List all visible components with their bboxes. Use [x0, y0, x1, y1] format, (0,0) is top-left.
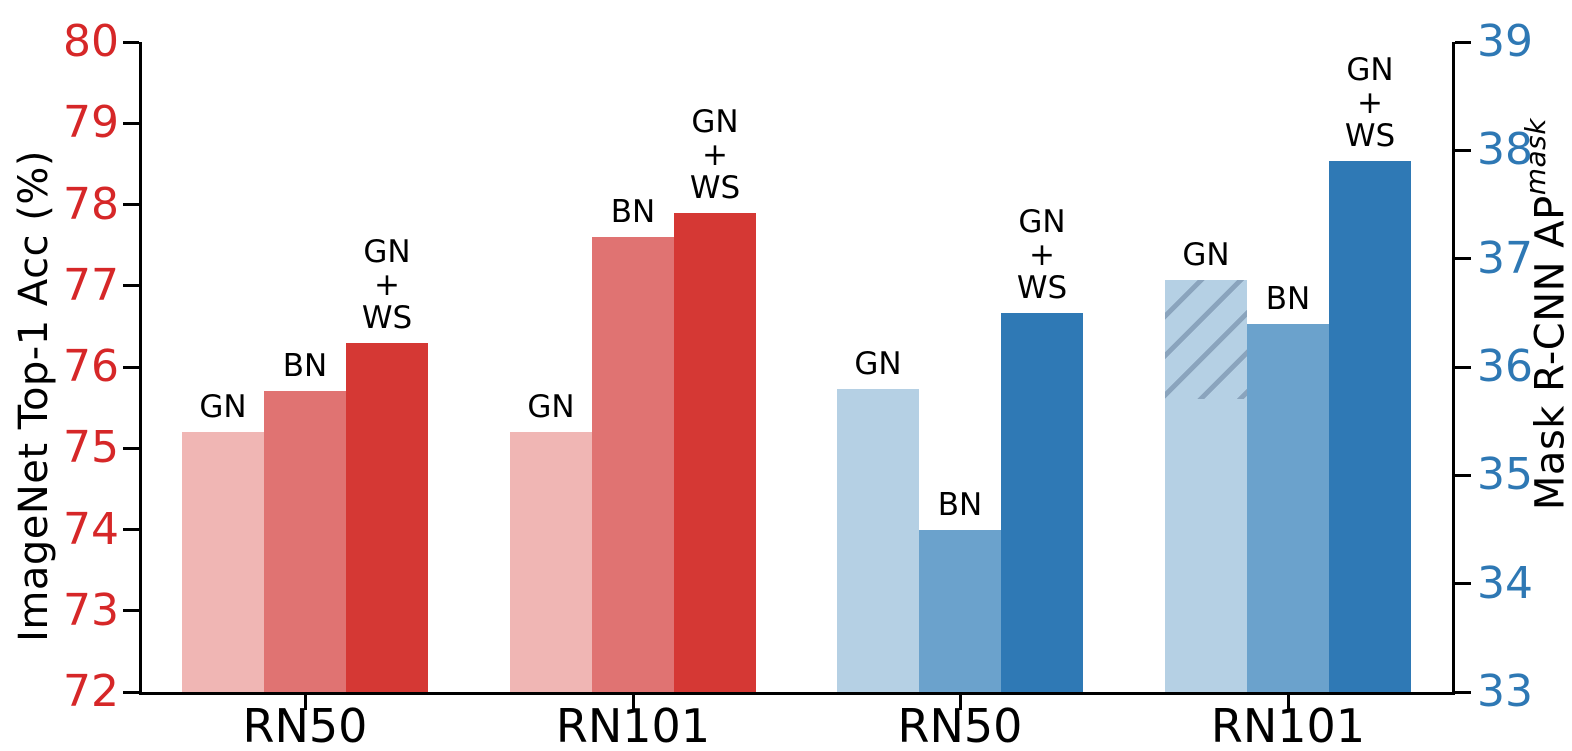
right-axis-tick — [1455, 690, 1471, 694]
hatched-region — [1165, 280, 1247, 400]
right-axis-tick — [1455, 40, 1471, 44]
right-axis-tick — [1455, 257, 1471, 261]
left-axis-tick-label: 73 — [63, 584, 119, 636]
right-axis-tick-label: 36 — [1477, 341, 1533, 392]
right-axis-tick — [1455, 582, 1471, 586]
left-axis-tick-label: 80 — [63, 16, 119, 67]
left-axis-tick-label: 74 — [63, 503, 119, 555]
left-axis-tick — [123, 609, 139, 613]
bar-value-label: GN — [854, 345, 902, 382]
bar-value-label: GN + WS — [1016, 203, 1068, 306]
bar-value-label: GN — [1182, 237, 1230, 274]
left-axis-tick — [123, 284, 139, 288]
right-axis-tick — [1455, 473, 1471, 477]
left-axis-tick — [123, 203, 139, 206]
bar-value-label: GN + WS — [1344, 52, 1396, 155]
bar-RN101-BN — [1247, 323, 1329, 692]
x-axis-tick — [303, 695, 307, 710]
bar-RN101-GN — [1165, 280, 1247, 692]
right-axis-tick — [1455, 148, 1471, 152]
x-axis-category-label: RN50 — [242, 699, 368, 751]
left-axis-tick — [123, 121, 139, 125]
x-axis-tick — [958, 695, 962, 710]
right-axis-tick — [1455, 365, 1471, 369]
bar-RN101-GN+WS — [674, 212, 756, 692]
bar-RN50-GN+WS — [346, 342, 428, 692]
x-axis-tick — [631, 695, 635, 710]
left-axis-tick — [123, 365, 139, 369]
plot-area — [139, 42, 1455, 695]
left-axis-tick — [123, 40, 139, 44]
bar-RN50-BN — [919, 529, 1001, 692]
bar-value-label: GN + WS — [361, 233, 413, 336]
bar-RN50-BN — [264, 391, 346, 692]
left-axis-tick-label: 79 — [63, 97, 119, 149]
bar-RN101-GN+WS — [1329, 161, 1411, 692]
right-axis-tick-label: 35 — [1477, 449, 1533, 501]
left-axis-tick-label: 77 — [63, 259, 119, 311]
bar-RN101-GN — [510, 432, 592, 692]
left-axis-tick-label: 76 — [63, 341, 119, 392]
right-axis-tick-label: 33 — [1477, 666, 1533, 717]
bar-value-label: BN — [282, 348, 328, 385]
bar-RN50-GN+WS — [1001, 312, 1083, 692]
x-axis-tick — [1286, 695, 1290, 710]
right-axis-tick-label: 37 — [1477, 232, 1533, 284]
right-axis-tick-label: 38 — [1477, 124, 1533, 176]
left-axis-tick-label: 75 — [63, 422, 119, 474]
right-axis-tick-label: 39 — [1477, 16, 1533, 67]
left-axis-tick-label: 78 — [63, 178, 119, 230]
bar-value-label: BN — [610, 194, 656, 230]
left-axis-tick — [123, 690, 139, 694]
bar-RN50-GN — [837, 388, 919, 692]
x-axis-category-label: RN101 — [555, 699, 711, 751]
right-axis-tick-label: 34 — [1477, 557, 1533, 609]
x-axis-category-label: RN50 — [897, 699, 1023, 751]
bar-value-label: BN — [1265, 280, 1311, 317]
bar-value-label: GN — [527, 389, 575, 425]
left-axis-tick — [123, 446, 139, 450]
bar-value-label: GN + WS — [689, 103, 741, 206]
bar-RN50-GN — [182, 432, 264, 692]
x-axis-category-label: RN101 — [1210, 699, 1366, 751]
bar-value-label: BN — [937, 486, 983, 523]
left-axis-tick-label: 72 — [63, 666, 119, 717]
bar-RN101-BN — [592, 237, 674, 692]
left-axis-tick — [123, 528, 139, 531]
bar-value-label: GN — [199, 389, 247, 425]
